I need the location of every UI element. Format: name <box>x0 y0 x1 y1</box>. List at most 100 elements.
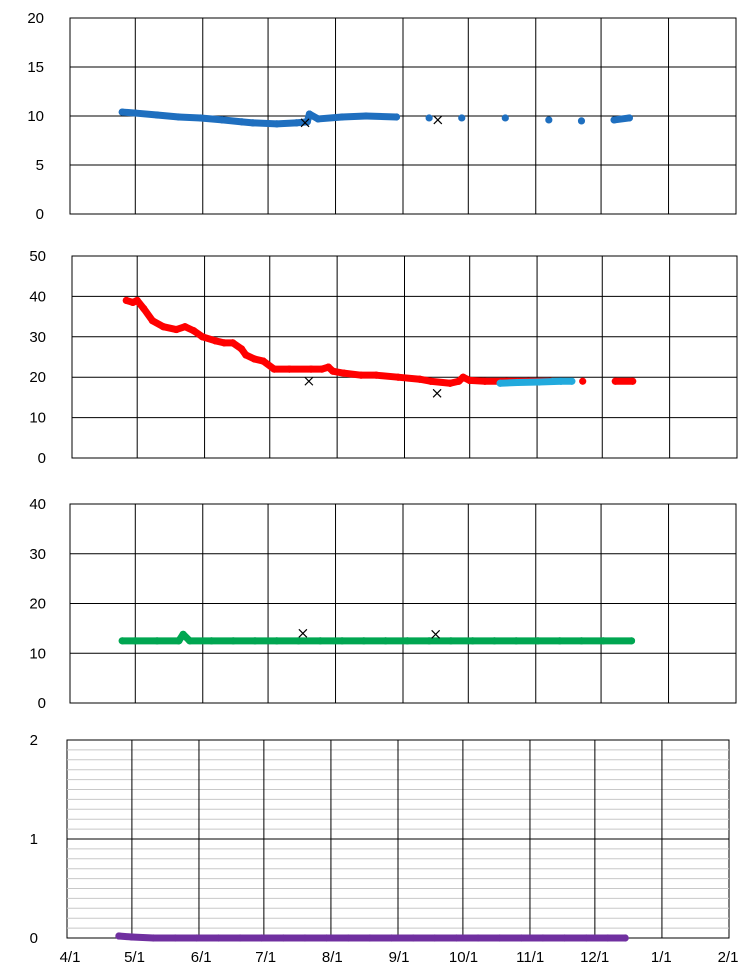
series-segment <box>314 113 346 123</box>
series <box>115 932 629 942</box>
data-point-x-marker <box>433 115 443 125</box>
data-point <box>207 637 216 645</box>
data-point <box>556 637 564 645</box>
data-point <box>338 637 346 645</box>
data-point <box>426 377 435 385</box>
series <box>300 115 443 128</box>
data-point <box>512 637 520 645</box>
data-point <box>490 637 499 645</box>
y-tick-label: 20 <box>29 596 46 613</box>
data-point-x-marker <box>432 388 442 398</box>
y-tick-label: 0 <box>38 450 46 467</box>
data-point <box>329 367 337 375</box>
data-point <box>229 637 237 645</box>
data-point <box>115 932 123 940</box>
data-point <box>128 933 136 941</box>
data-point <box>496 934 504 942</box>
series <box>122 296 637 387</box>
x-tick-label: 7/1 <box>255 949 276 966</box>
series-segment <box>128 933 158 942</box>
y-tick-label: 0 <box>36 206 44 223</box>
data-point <box>237 345 246 353</box>
chart-panel-2: 0 10 20 30 40 50 <box>29 248 738 467</box>
data-point <box>577 637 586 645</box>
data-point <box>452 934 461 942</box>
y-tick-label: 2 <box>30 732 38 749</box>
data-point <box>218 116 226 124</box>
x-tick-label: 12/1 <box>580 949 609 966</box>
chart-panel-4: 0 1 2 <box>30 732 730 947</box>
x-tick-label: 2/1 <box>718 949 739 966</box>
series-segment <box>394 373 424 383</box>
series-segment <box>535 377 565 386</box>
y-tick-label: 40 <box>29 288 46 305</box>
data-point <box>229 339 237 347</box>
series-segment <box>338 112 370 121</box>
data-point <box>259 357 267 365</box>
y-tick-label: 10 <box>27 108 44 125</box>
data-point <box>381 637 390 645</box>
series <box>118 630 636 645</box>
data-point <box>214 934 223 942</box>
data-point <box>535 378 543 386</box>
y-tick-label: 15 <box>27 59 44 76</box>
data-point <box>621 934 629 942</box>
data-point <box>118 108 126 116</box>
x-tick-label: 5/1 <box>124 949 145 966</box>
data-point <box>513 378 522 387</box>
x-tick-label: 6/1 <box>191 949 212 966</box>
series-segment <box>175 113 205 122</box>
data-point <box>604 934 612 942</box>
y-tick-label: 0 <box>30 930 38 947</box>
data-point <box>340 369 348 377</box>
data-point <box>273 637 281 645</box>
data-point <box>416 375 424 383</box>
series <box>298 628 441 639</box>
data-point <box>446 379 454 387</box>
data-point <box>238 118 246 126</box>
data-point <box>362 112 370 120</box>
data-point <box>431 934 439 942</box>
y-tick-label: 30 <box>29 329 46 346</box>
data-point <box>198 333 206 341</box>
data-point <box>469 637 477 645</box>
data-point <box>179 630 187 638</box>
data-point <box>534 637 542 645</box>
data-point <box>131 109 139 117</box>
data-point <box>181 323 189 331</box>
y-tick-label: 40 <box>29 496 46 513</box>
data-point <box>148 317 157 325</box>
data-point <box>122 296 130 305</box>
x-tick-label: 4/1 <box>60 949 81 966</box>
data-point <box>625 114 633 122</box>
data-point <box>357 371 365 379</box>
data-point <box>611 377 619 385</box>
data-point <box>305 110 314 118</box>
data-point <box>338 113 346 121</box>
x-tick-label: 11/1 <box>516 949 544 966</box>
data-point <box>140 304 148 313</box>
data-point <box>301 934 309 942</box>
data-point <box>579 377 587 385</box>
chart-panel-1: 0 5 10 15 20 <box>27 10 737 223</box>
y-tick-label: 0 <box>38 695 46 712</box>
data-point <box>627 637 636 645</box>
data-point <box>273 120 281 128</box>
x-axis-tick-labels: 4/1 5/1 6/1 7/1 8/1 9/1 10/1 11/1 12/1 1/1 2/1 <box>60 949 739 966</box>
data-point <box>582 934 590 942</box>
data-point <box>270 365 278 373</box>
data-point <box>186 637 194 645</box>
data-point <box>360 637 368 645</box>
data-point <box>193 934 201 942</box>
data-point <box>366 934 374 942</box>
data-point <box>249 119 257 127</box>
data-point <box>323 934 331 942</box>
data-point <box>409 934 417 942</box>
chart-panel-3: 0 10 20 30 40 <box>29 496 737 712</box>
data-point <box>175 113 183 121</box>
data-point <box>392 113 401 121</box>
series-segment <box>153 111 183 121</box>
data-point <box>211 337 220 345</box>
series-segment <box>249 119 281 128</box>
